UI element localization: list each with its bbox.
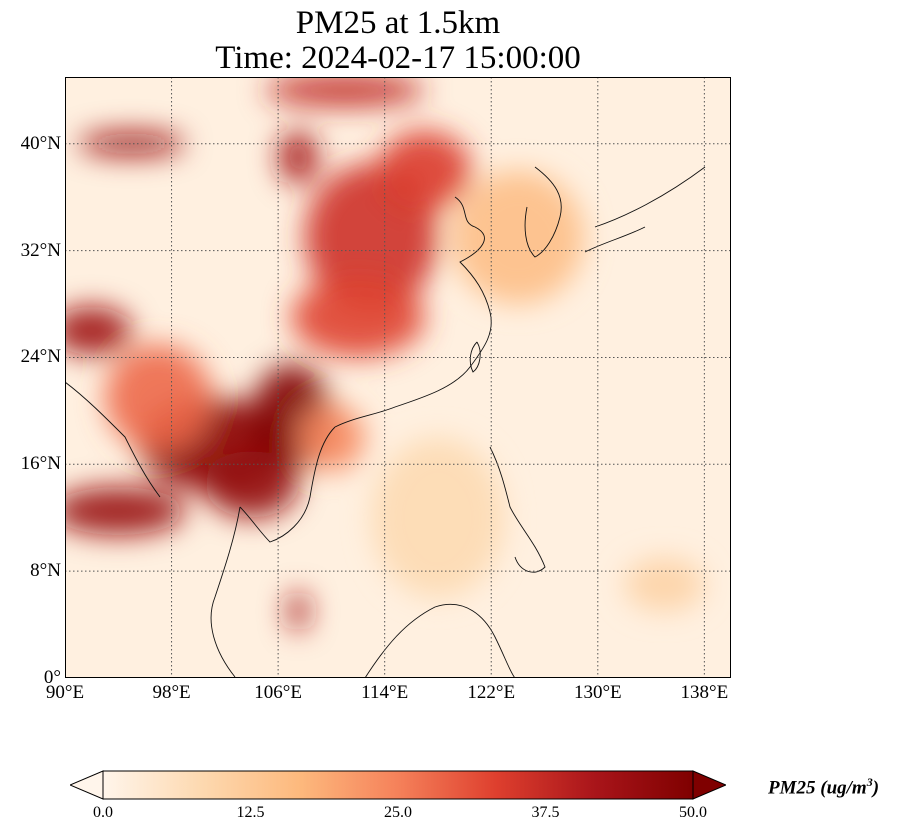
plume-15 xyxy=(371,437,505,598)
lon-label-3: 114°E xyxy=(361,682,409,703)
plume-16 xyxy=(624,557,705,612)
map-title-line-1: PM25 at 1.5km xyxy=(295,5,501,41)
coastline-korea xyxy=(524,166,562,258)
colorbar-extend-low xyxy=(68,770,104,800)
coastline-indochina xyxy=(210,426,336,678)
lat-label-4: 32°N xyxy=(20,239,61,261)
colorbar-label-text: PM25 (ug/m xyxy=(768,777,867,799)
colorbar-tick-3: 37.5 xyxy=(531,804,560,821)
graticule xyxy=(65,77,731,678)
coastline-taiwan xyxy=(469,341,481,373)
map-border xyxy=(65,77,731,678)
coastlines xyxy=(65,166,706,678)
lon-label-1: 98°E xyxy=(152,682,191,703)
lat-label-2: 16°N xyxy=(20,453,61,475)
coastline-philippines xyxy=(489,446,546,573)
coastline-borneo xyxy=(364,603,516,678)
coastline-china xyxy=(334,196,492,428)
colorbar-label-close: ) xyxy=(872,777,880,799)
colorbar xyxy=(68,770,728,800)
lon-label-2: 106°E xyxy=(254,682,302,703)
colorbar-tick-4: 50.0 xyxy=(679,804,707,821)
colorbar-gradient xyxy=(102,770,694,800)
lat-label-5: 40°N xyxy=(20,132,61,154)
plume-12 xyxy=(298,404,365,471)
plume-7 xyxy=(378,130,472,211)
pm25-map xyxy=(65,77,731,678)
lon-label-5: 130°E xyxy=(573,682,622,703)
lon-label-0: 90°E xyxy=(45,682,85,703)
plume-13 xyxy=(451,170,585,305)
coastline-bay-of-bengal xyxy=(65,381,161,498)
plume-11 xyxy=(287,591,309,632)
plume-2 xyxy=(204,450,299,518)
plume-14 xyxy=(104,344,212,451)
lat-label-0: 0° xyxy=(43,667,61,688)
coastline-japan xyxy=(584,166,706,253)
plume-4 xyxy=(65,306,132,355)
lon-label-6: 138°E xyxy=(680,682,729,703)
pm25-concentration-field xyxy=(65,77,705,632)
lon-label-4: 122°E xyxy=(467,682,516,703)
colorbar-svg xyxy=(68,770,728,800)
colorbar-label-sup: 3 xyxy=(866,775,873,789)
colorbar-label: PM25 (ug/m3) xyxy=(768,775,879,799)
colorbar-tick-0: 0.0 xyxy=(93,804,113,821)
map-canvas xyxy=(65,77,731,678)
colorbar-tick-1: 12.5 xyxy=(236,804,265,821)
lat-label-3: 24°N xyxy=(20,346,61,368)
plume-5 xyxy=(78,131,185,156)
lat-label-1: 8°N xyxy=(30,560,61,582)
plume-10 xyxy=(278,130,319,184)
plume-3 xyxy=(65,487,185,536)
plume-9 xyxy=(264,77,425,107)
map-title-line-2: Time: 2024-02-17 15:00:00 xyxy=(215,40,581,76)
colorbar-tick-2: 25.0 xyxy=(384,804,412,821)
plume-8 xyxy=(291,277,425,358)
colorbar-extend-high xyxy=(692,770,728,800)
